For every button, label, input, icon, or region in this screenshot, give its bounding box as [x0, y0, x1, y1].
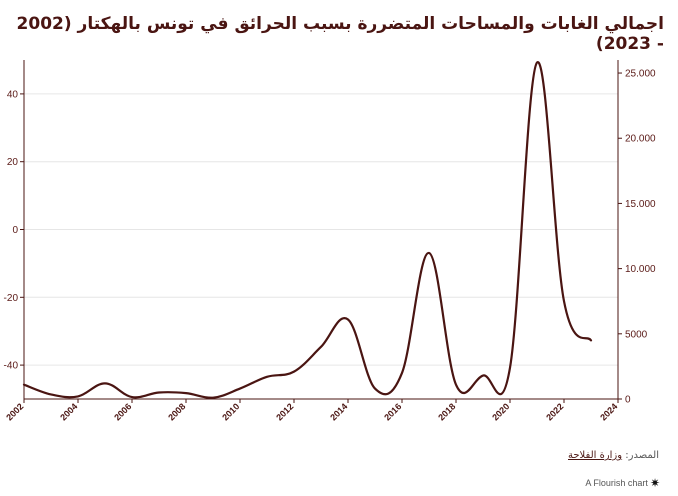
- x-axis-ticks: 2002 2004 2006 2008 2010 2012 2014 2016 2018 2020…: [4, 399, 619, 423]
- x-tick-label: 2004: [58, 401, 79, 422]
- chart-title: اجمالي الغابات والمساحات المتضررة بسبب ا…: [16, 14, 664, 54]
- data-point: [50, 393, 52, 395]
- series-line: [22, 61, 593, 399]
- left-tick-label: -40: [4, 361, 19, 372]
- right-tick-label: 25.000: [625, 69, 656, 80]
- data-point: [131, 396, 133, 398]
- data-point: [455, 383, 457, 385]
- credit-text: A Flourish chart: [585, 478, 648, 488]
- left-tick-label: 0: [12, 225, 18, 236]
- data-point: [293, 370, 295, 372]
- x-tick-label: 2008: [166, 401, 187, 422]
- left-axis-ticks: 40 20 0 -20 -40: [4, 89, 24, 372]
- x-tick-label: 2012: [274, 401, 295, 422]
- flourish-star-icon: ✷: [649, 476, 660, 490]
- source-note: المصدر: وزارة الفلاحة: [568, 450, 659, 461]
- data-point: [536, 61, 538, 63]
- data-point: [77, 395, 79, 397]
- x-tick-label: 2018: [436, 401, 457, 422]
- data-point: [266, 376, 268, 378]
- left-tick-label: -20: [4, 293, 19, 304]
- data-point: [509, 367, 511, 369]
- data-point: [185, 392, 187, 394]
- x-tick-label: 2010: [220, 401, 241, 422]
- line-chart: 40 20 0 -20 -40 25.000 20.000 15.000 10.000 5000…: [4, 60, 656, 423]
- data-point: [23, 383, 25, 385]
- data-point: [428, 252, 430, 254]
- data-point: [563, 300, 565, 302]
- x-tick-label: 2016: [382, 401, 403, 422]
- data-point: [158, 391, 160, 393]
- data-point: [374, 387, 376, 389]
- x-tick-label: 2022: [544, 401, 565, 422]
- right-tick-label: 20.000: [625, 134, 656, 145]
- right-tick-label: 5000: [625, 329, 648, 340]
- series-group: [22, 61, 593, 399]
- data-point: [212, 396, 214, 398]
- right-axis-ticks: 25.000 20.000 15.000 10.000 5000 0: [618, 69, 656, 406]
- right-tick-label: 0: [625, 395, 631, 406]
- x-tick-label: 2002: [4, 401, 25, 422]
- source-link[interactable]: وزارة الفلاحة: [568, 450, 623, 461]
- data-point: [482, 374, 484, 376]
- grid-lines: [24, 93, 618, 366]
- data-point: [104, 382, 106, 384]
- flourish-credit[interactable]: A Flourish chart ✷: [585, 476, 660, 490]
- data-point: [239, 387, 241, 389]
- left-tick-label: 40: [7, 89, 19, 100]
- left-tick-label: 20: [7, 157, 19, 168]
- data-point: [347, 318, 349, 320]
- x-tick-label: 2006: [112, 401, 133, 422]
- data-point: [590, 339, 592, 341]
- data-point: [320, 346, 322, 348]
- right-tick-label: 10.000: [625, 264, 656, 275]
- x-tick-label: 2014: [328, 401, 349, 422]
- x-tick-label: 2020: [490, 401, 511, 422]
- right-tick-label: 15.000: [625, 199, 656, 210]
- x-tick-label: 2024: [598, 401, 619, 422]
- data-point: [401, 372, 403, 374]
- source-label: المصدر:: [625, 450, 659, 461]
